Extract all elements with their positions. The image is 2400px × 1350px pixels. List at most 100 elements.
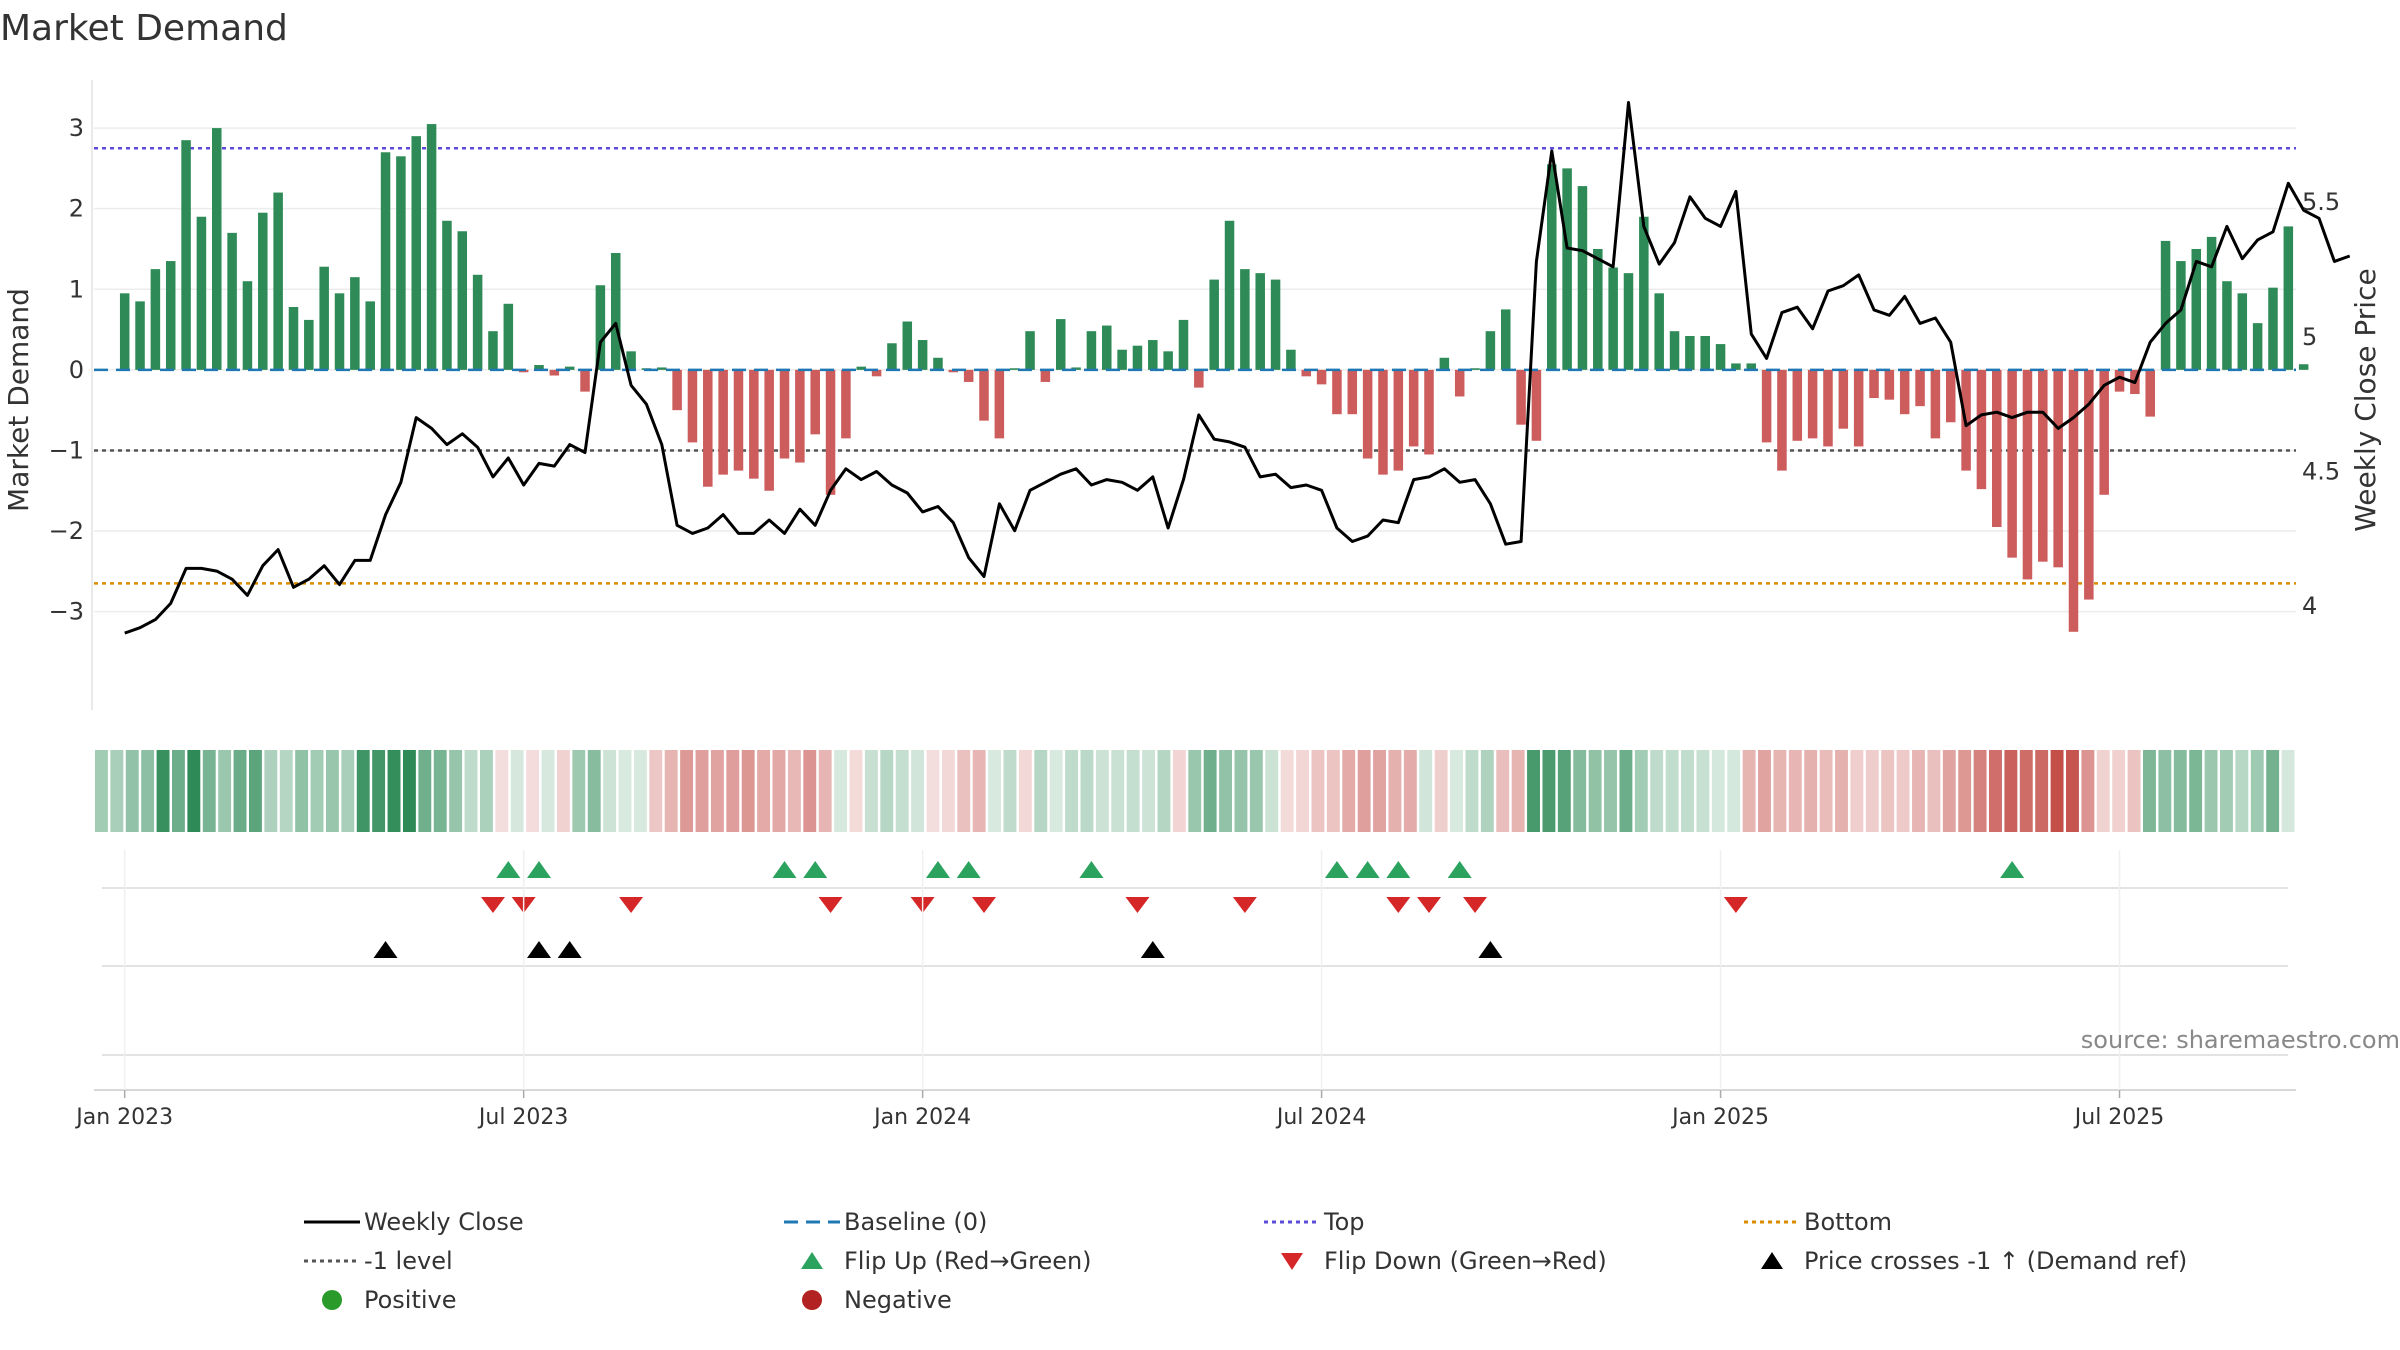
demand-bar	[2022, 369, 2033, 580]
heat-cell	[1080, 750, 1094, 832]
demand-bar	[1577, 186, 1588, 370]
price-cross-marker	[1140, 941, 1165, 958]
flip-down-marker	[480, 897, 505, 913]
heat-cell	[1157, 750, 1171, 832]
heat-cell	[171, 750, 185, 832]
flip-down-marker	[818, 897, 843, 913]
heat-cell	[941, 750, 955, 832]
demand-bar	[764, 369, 774, 491]
heat-cell	[1896, 750, 1910, 832]
heat-cell	[710, 750, 724, 832]
demand-bar	[1454, 369, 1465, 397]
demand-bar	[703, 369, 713, 487]
heat-cell	[495, 750, 509, 832]
demand-bar	[564, 366, 575, 370]
demand-bar	[687, 369, 698, 443]
heat-cell	[1634, 750, 1648, 832]
legend-minus-one-level: -1 level	[300, 1244, 453, 1278]
legend-positive: Positive	[300, 1283, 457, 1317]
demand-bar	[1884, 369, 1895, 400]
demand-bar	[1992, 369, 2002, 528]
heat-cell	[1650, 750, 1664, 832]
x-tick-label: Jul 2023	[477, 1105, 569, 1130]
heat-cell	[1419, 750, 1433, 832]
demand-bar	[2283, 226, 2294, 370]
legend-price-cross: Price crosses -1 ↑ (Demand ref)	[1740, 1244, 2187, 1278]
heat-cell	[1049, 750, 1063, 832]
demand-bar	[1915, 369, 1925, 407]
demand-bar	[1270, 279, 1281, 370]
heat-cell	[1095, 750, 1109, 832]
right-tick-label: 4.5	[2302, 457, 2340, 485]
dotted-line-icon	[1260, 1207, 1324, 1237]
demand-bar	[2222, 281, 2232, 370]
heat-cell	[1804, 750, 1818, 832]
demand-bar	[1731, 363, 1741, 370]
heat-cell	[1881, 750, 1895, 832]
demand-bar	[1009, 368, 1020, 370]
heat-cell	[1126, 750, 1140, 832]
heat-cell	[1234, 750, 1248, 832]
demand-bar	[856, 366, 867, 370]
flip-down-marker	[1417, 897, 1442, 913]
circle-icon	[780, 1285, 844, 1315]
demand-bar	[1148, 340, 1158, 370]
circle-icon	[300, 1285, 364, 1315]
legend-label: Top	[1324, 1208, 1365, 1236]
heat-cell	[1219, 750, 1232, 832]
heat-cell	[1311, 750, 1325, 832]
legend-flip-up: Flip Up (Red→Green)	[780, 1244, 1092, 1278]
demand-bar	[212, 128, 222, 370]
heat-cell	[649, 750, 663, 832]
heat-cell	[787, 750, 801, 832]
left-axis-label: Market Demand	[2, 288, 35, 512]
heat-cell	[2143, 750, 2156, 832]
heat-cell	[2189, 750, 2203, 832]
demand-bar	[1347, 369, 1358, 415]
demand-bar	[1669, 331, 1680, 370]
legend-label: Weekly Close	[364, 1208, 524, 1236]
heat-cell	[1111, 750, 1125, 832]
demand-bar	[1761, 369, 1772, 443]
legend-label: Baseline (0)	[844, 1208, 988, 1236]
heat-cell	[1142, 750, 1156, 832]
flip-up-marker	[1355, 861, 1380, 878]
demand-bar	[1378, 369, 1388, 475]
demand-bar	[1869, 369, 1879, 399]
price-cross-marker	[373, 941, 398, 958]
demand-bar	[902, 321, 913, 370]
heat-cell	[2066, 750, 2079, 832]
heat-cell	[510, 750, 524, 832]
legend-baseline: Baseline (0)	[780, 1205, 987, 1239]
demand-bar	[165, 261, 176, 370]
demand-bar	[795, 369, 805, 463]
heat-cell	[1758, 750, 1771, 832]
heat-cell	[2035, 750, 2049, 832]
heat-cell	[664, 750, 678, 832]
heat-cell	[741, 750, 755, 832]
heat-cell	[156, 750, 170, 832]
demand-bar	[1746, 363, 1757, 370]
demand-bar	[1976, 369, 1987, 490]
demand-bar	[1500, 309, 1511, 370]
demand-bar	[1132, 345, 1143, 370]
heat-cell	[218, 750, 232, 832]
heat-cell	[972, 750, 986, 832]
heat-cell	[1326, 750, 1340, 832]
flip-down-marker	[1386, 897, 1411, 913]
source-note: source: sharemaestro.com	[2081, 1026, 2400, 1054]
heat-cell	[1989, 750, 2002, 832]
heat-cell	[1958, 750, 1972, 832]
heat-cell	[1280, 750, 1294, 832]
left-tick-label: −1	[49, 436, 84, 464]
demand-bar	[1224, 220, 1235, 370]
heat-cell	[1619, 750, 1633, 832]
demand-bar	[917, 340, 928, 370]
heat-cell	[2127, 750, 2141, 832]
legend-flip-down: Flip Down (Green→Red)	[1260, 1244, 1607, 1278]
legend-label: Flip Down (Green→Red)	[1324, 1247, 1607, 1275]
demand-bar	[595, 285, 606, 370]
right-tick-label: 4	[2302, 592, 2317, 620]
heat-cell	[1573, 750, 1587, 832]
heat-cell	[356, 750, 370, 832]
